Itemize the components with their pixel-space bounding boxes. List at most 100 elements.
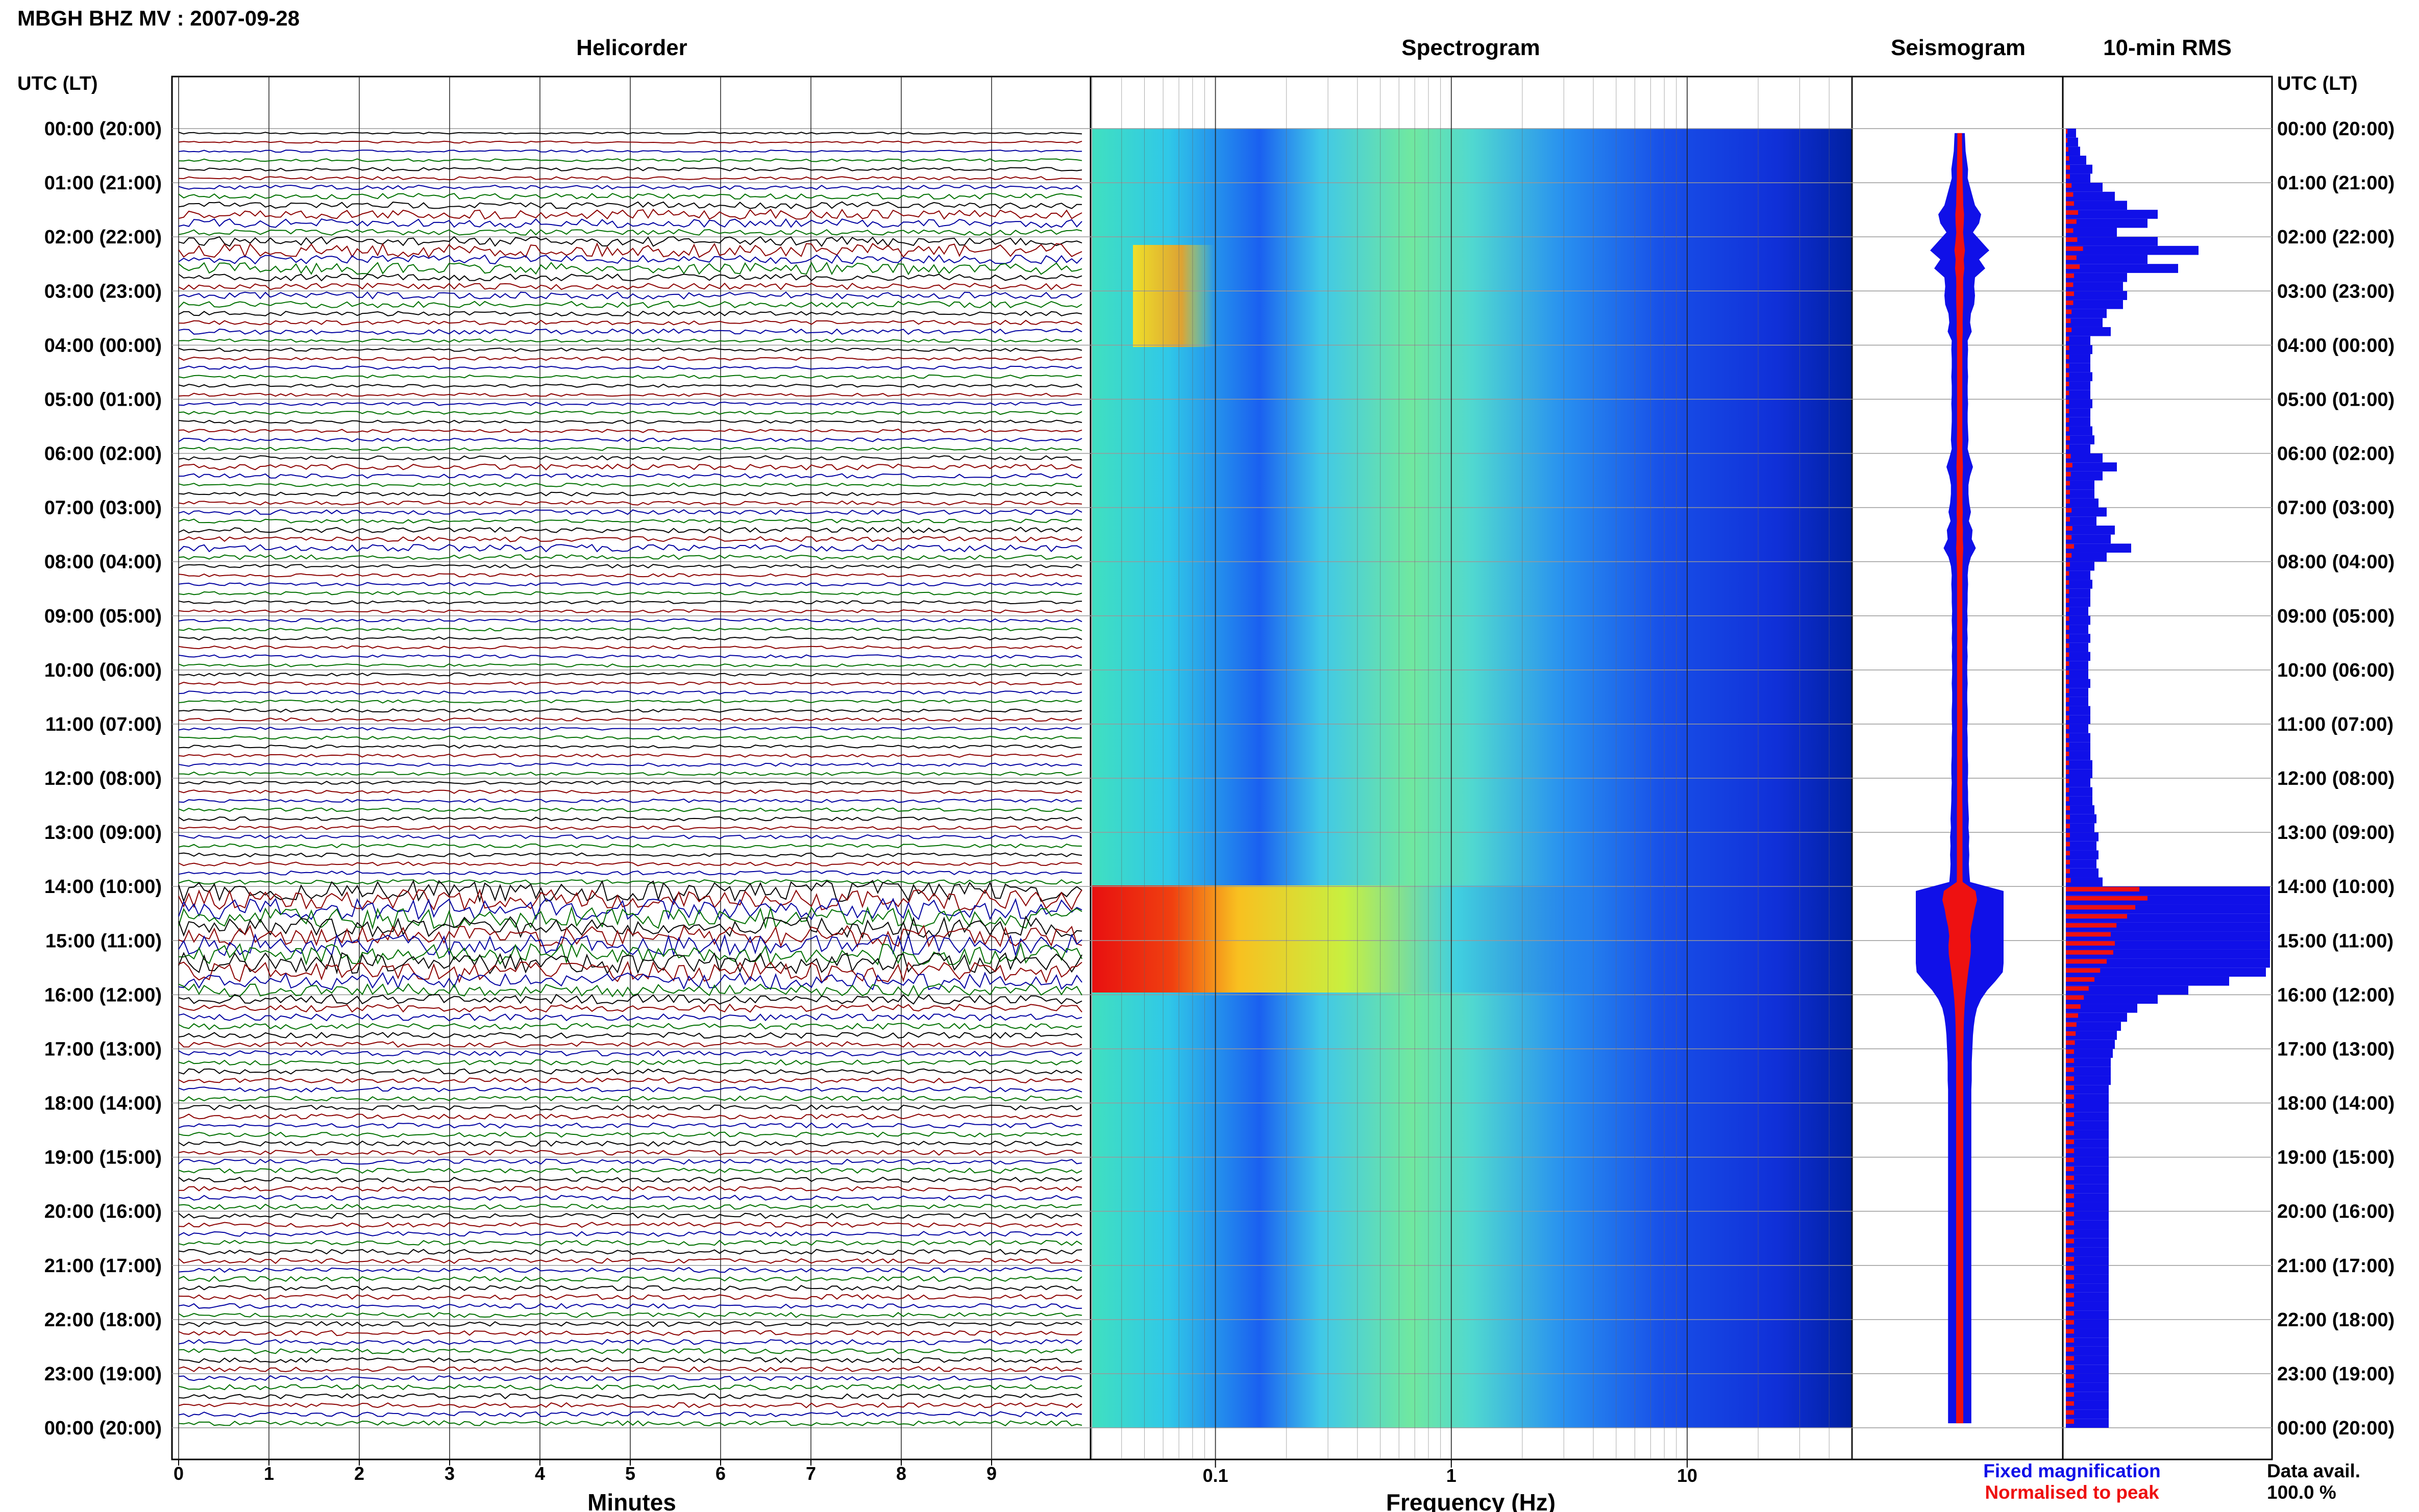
helicorder-trace bbox=[178, 627, 1082, 632]
helicorder-trace bbox=[178, 491, 1082, 497]
rms-bar-normalised bbox=[2066, 363, 2069, 368]
hour-gridlines bbox=[172, 128, 2272, 1428]
helicorder-trace bbox=[178, 509, 1082, 515]
minute-tick-label: 1 bbox=[264, 1463, 274, 1484]
time-label-left: 20:00 (16:00) bbox=[44, 1201, 162, 1223]
helicorder-trace bbox=[178, 1186, 1082, 1192]
helicorder-trace bbox=[178, 455, 1082, 461]
time-label-right: 00:00 (20:00) bbox=[2277, 1418, 2395, 1439]
helicorder-trace bbox=[178, 708, 1082, 713]
rms-bar-fixed bbox=[2066, 399, 2092, 409]
helicorder-trace bbox=[178, 591, 1082, 596]
seismogram-title: Seismogram bbox=[1891, 35, 2026, 60]
helicorder-trace bbox=[178, 1095, 1082, 1102]
helicorder-trace bbox=[178, 994, 1082, 1005]
rms-bar-fixed bbox=[2066, 1220, 2109, 1230]
helicorder-trace bbox=[178, 663, 1082, 667]
rms-bar-fixed bbox=[2066, 1130, 2109, 1139]
helicorder-trace bbox=[178, 1203, 1082, 1210]
helicorder-trace bbox=[178, 447, 1082, 451]
rms-bar-fixed bbox=[2066, 543, 2131, 553]
helicorder-trace bbox=[178, 960, 1082, 984]
helicorder-trace bbox=[178, 1330, 1082, 1336]
rms-bar-normalised bbox=[2066, 787, 2069, 792]
helicorder-trace bbox=[178, 825, 1082, 830]
rms-bar-fixed bbox=[2066, 1175, 2109, 1184]
helicorder-trace bbox=[178, 140, 1082, 144]
helicorder-trace bbox=[178, 983, 1082, 998]
rms-bar-normalised bbox=[2066, 444, 2069, 450]
helicorder-trace bbox=[178, 201, 1082, 209]
rms-bar-normalised bbox=[2066, 914, 2127, 919]
rms-bar-normalised bbox=[2066, 300, 2074, 305]
helicorder-trace bbox=[178, 1113, 1082, 1120]
helicorder-trace bbox=[178, 573, 1082, 578]
rms-bar-normalised bbox=[2066, 1275, 2074, 1280]
time-label-left: 13:00 (09:00) bbox=[44, 822, 162, 844]
rms-bar-normalised bbox=[2066, 1148, 2074, 1153]
helicorder-trace bbox=[178, 735, 1082, 740]
helicorder-trace bbox=[178, 1240, 1082, 1246]
rms-bar-fixed bbox=[2066, 1058, 2111, 1067]
helicorder-trace bbox=[178, 1059, 1082, 1066]
rms-bar-normalised bbox=[2066, 553, 2072, 558]
helicorder-trace bbox=[178, 132, 1082, 135]
rms-bar-fixed bbox=[2066, 976, 2229, 986]
helicorder-trace bbox=[178, 518, 1082, 524]
rms-bar-normalised bbox=[2066, 697, 2069, 702]
time-label-right: 19:00 (15:00) bbox=[2277, 1147, 2395, 1169]
rms-bar-normalised bbox=[2066, 1058, 2074, 1063]
minute-tick-label: 7 bbox=[806, 1463, 816, 1484]
helicorder-trace bbox=[178, 1141, 1082, 1147]
rms-bar-normalised bbox=[2066, 1049, 2074, 1054]
rms-bar-fixed bbox=[2066, 218, 2148, 228]
rms-bar-normalised bbox=[2066, 598, 2069, 603]
rms-bar-fixed bbox=[2066, 995, 2158, 1004]
rms-bar-normalised bbox=[2066, 652, 2069, 657]
helicorder-trace bbox=[178, 554, 1082, 560]
rms-bar-fixed bbox=[2066, 1319, 2109, 1329]
rms-bar-normalised bbox=[2066, 1121, 2074, 1126]
time-label-right: 20:00 (16:00) bbox=[2277, 1201, 2395, 1223]
rms-bar-fixed bbox=[2066, 706, 2090, 715]
rms-bar-normalised bbox=[2066, 1374, 2074, 1379]
helicorder-trace bbox=[178, 898, 1082, 921]
time-label-left: 19:00 (15:00) bbox=[44, 1147, 162, 1169]
rms-bar-fixed bbox=[2066, 1112, 2109, 1121]
helicorder-trace bbox=[178, 437, 1082, 442]
rms-bar-fixed bbox=[2066, 607, 2088, 616]
rms-bar-normalised bbox=[2066, 400, 2069, 405]
rms-bar-fixed bbox=[2066, 417, 2090, 427]
rms-bar-normalised bbox=[2066, 1311, 2074, 1316]
rms-bar-normalised bbox=[2066, 273, 2074, 278]
rms-bar-fixed bbox=[2066, 661, 2088, 670]
rms-bar-normalised bbox=[2066, 526, 2072, 531]
rms-bar-normalised bbox=[2066, 1293, 2074, 1298]
rms-bar-fixed bbox=[2066, 805, 2094, 814]
helicorder-trace bbox=[178, 158, 1082, 162]
rms-bar-normalised bbox=[2066, 1365, 2074, 1370]
station-title: MBGH BHZ MV : 2007-09-28 bbox=[17, 6, 300, 30]
time-label-left: 17:00 (13:00) bbox=[44, 1038, 162, 1060]
helicorder-trace bbox=[178, 482, 1082, 487]
minute-tick-label: 3 bbox=[445, 1463, 455, 1484]
minutes-axis-label: Minutes bbox=[587, 1489, 676, 1512]
helicorder-trace bbox=[178, 291, 1082, 300]
helicorder-trace bbox=[178, 861, 1082, 866]
rms-bar-fixed bbox=[2066, 408, 2090, 417]
time-label-right: 18:00 (14:00) bbox=[2277, 1093, 2395, 1114]
helicorder-trace bbox=[178, 1023, 1082, 1030]
helicorder-trace bbox=[178, 1285, 1082, 1291]
rms-bar-fixed bbox=[2066, 679, 2090, 688]
rms-bar-fixed bbox=[2066, 1346, 2109, 1356]
rms-bar-normalised bbox=[2066, 472, 2071, 477]
left-time-labels: 00:00 (20:00) 01:00 (21:00) 02:00 (22:00) 0… bbox=[44, 118, 162, 1439]
rms-bar-normalised bbox=[2066, 1103, 2074, 1108]
rms-bar-fixed bbox=[2066, 796, 2092, 806]
rms-bar-normalised bbox=[2066, 571, 2069, 576]
rms-bar-fixed bbox=[2066, 922, 2270, 932]
helicorder-trace bbox=[178, 1357, 1082, 1364]
helicorder-trace bbox=[178, 906, 1082, 930]
time-label-right: 00:00 (20:00) bbox=[2277, 118, 2395, 140]
helicorder-trace bbox=[178, 428, 1082, 433]
